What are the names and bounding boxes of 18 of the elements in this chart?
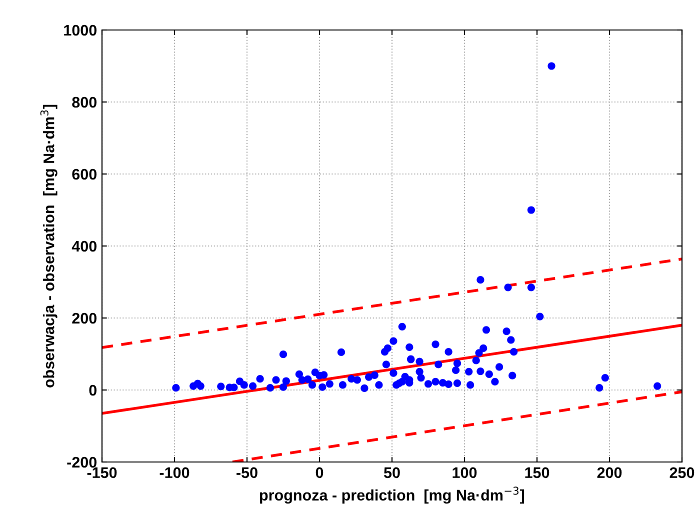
x-tick-label: -100 — [160, 467, 190, 478]
y-axis-title: obserwacja - observation [mg Na·dm$^{3}$] — [40, 104, 58, 388]
x-tick-label: -50 — [236, 467, 258, 478]
y-tick-label: 400 — [72, 240, 97, 252]
y-tick-label: 1000 — [64, 24, 97, 36]
x-tick-label: 150 — [525, 467, 550, 478]
y-tick-label: 0 — [89, 384, 97, 396]
x-axis-title: prognoza - prediction [mg Na·dm$^{−3}$] — [260, 486, 524, 504]
y-tick-label: -200 — [67, 456, 97, 468]
y-tick-label: 800 — [72, 96, 97, 108]
x-tick-label: 250 — [670, 467, 694, 478]
x-tick-label: 0 — [316, 467, 324, 478]
x-tick-label: -150 — [87, 467, 117, 478]
x-tick-label: 50 — [384, 467, 400, 478]
y-tick-label: 600 — [72, 168, 97, 180]
x-tick-label: 200 — [597, 467, 622, 478]
y-tick-label: 200 — [72, 312, 97, 324]
x-tick-label: 100 — [452, 467, 477, 478]
